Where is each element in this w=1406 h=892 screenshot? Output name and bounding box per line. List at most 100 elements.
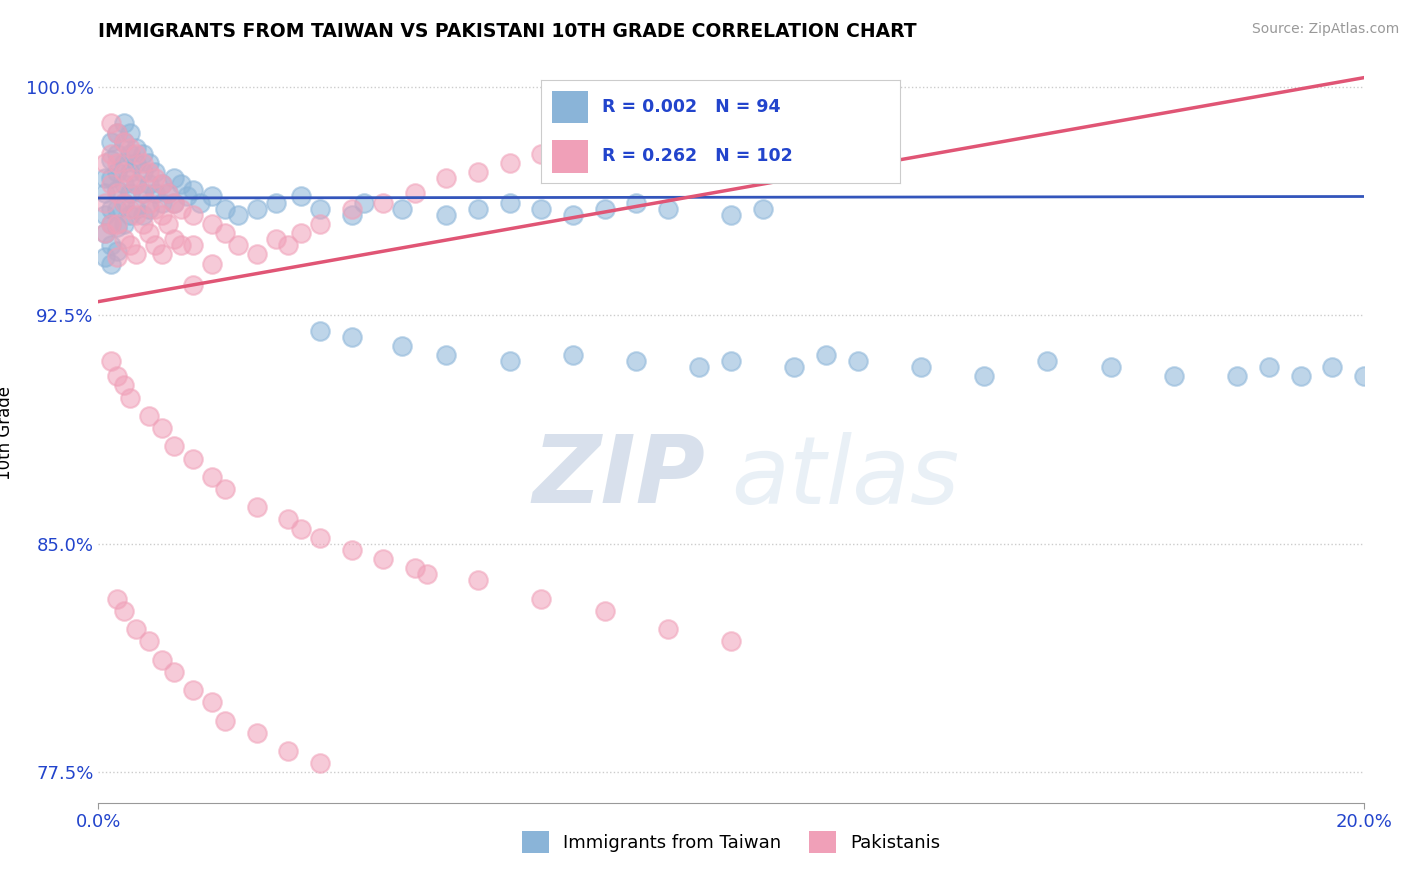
Point <box>120 202 141 216</box>
Point <box>226 208 249 222</box>
Point <box>157 186 180 201</box>
Point <box>107 146 129 161</box>
Point <box>277 512 299 526</box>
Point <box>125 208 148 222</box>
Point <box>214 226 236 240</box>
Point <box>93 156 117 170</box>
Point <box>201 256 224 270</box>
Point <box>720 208 742 222</box>
Point <box>371 195 394 210</box>
Point <box>120 126 141 140</box>
Point <box>100 178 122 192</box>
Text: atlas: atlas <box>731 432 959 523</box>
Point <box>138 409 160 423</box>
Point <box>138 202 160 216</box>
Point <box>340 329 363 343</box>
Point <box>910 360 932 375</box>
Point <box>120 146 141 161</box>
Point <box>138 178 160 192</box>
Point <box>93 226 117 240</box>
Bar <box>553 91 588 123</box>
Point <box>163 171 186 186</box>
Point <box>1163 369 1185 384</box>
Point <box>246 247 269 261</box>
Point <box>183 183 205 197</box>
Point <box>150 208 173 222</box>
Point <box>561 208 585 222</box>
Point <box>391 339 413 353</box>
Point <box>107 219 129 234</box>
Point <box>132 208 155 222</box>
Point <box>214 202 236 216</box>
Point <box>120 391 141 405</box>
Point <box>100 202 122 216</box>
Point <box>107 244 129 259</box>
Point <box>125 178 148 192</box>
Point <box>530 146 553 161</box>
Point <box>120 208 141 222</box>
Point <box>112 195 135 210</box>
Point <box>132 186 155 201</box>
Point <box>226 238 249 252</box>
Point <box>1036 354 1059 368</box>
Point <box>201 217 224 231</box>
Text: R = 0.262   N = 102: R = 0.262 N = 102 <box>602 147 793 165</box>
Point <box>277 744 299 758</box>
Point <box>100 217 122 231</box>
Point <box>814 348 837 362</box>
Point <box>391 202 413 216</box>
Point <box>657 202 679 216</box>
Point <box>751 202 773 216</box>
Point <box>145 171 166 186</box>
Point <box>309 531 332 545</box>
Point <box>290 189 312 203</box>
Point <box>100 153 122 167</box>
Point <box>112 232 135 246</box>
Point <box>183 238 205 252</box>
Point <box>150 195 173 210</box>
Point <box>183 277 205 292</box>
Point <box>138 156 160 170</box>
Point <box>120 165 141 179</box>
Point <box>188 195 211 210</box>
Point <box>201 189 224 203</box>
Text: Source: ZipAtlas.com: Source: ZipAtlas.com <box>1251 22 1399 37</box>
Point <box>309 202 332 216</box>
Point <box>340 208 363 222</box>
Point <box>112 156 135 170</box>
Point <box>720 95 742 109</box>
Point <box>973 369 995 384</box>
Point <box>93 226 117 240</box>
Point <box>125 622 148 636</box>
Point <box>145 165 166 179</box>
Point <box>93 208 117 222</box>
Point <box>100 171 122 186</box>
Text: R = 0.002   N = 94: R = 0.002 N = 94 <box>602 98 780 116</box>
Point <box>100 135 122 149</box>
Point <box>561 135 585 149</box>
Point <box>163 232 186 246</box>
Point <box>93 195 117 210</box>
Point <box>688 104 710 119</box>
Point <box>138 634 160 648</box>
Point <box>150 421 173 435</box>
Point <box>107 369 129 384</box>
Point <box>783 360 806 375</box>
Point <box>100 354 122 368</box>
Point <box>112 217 135 231</box>
Point <box>846 354 869 368</box>
Point <box>138 226 160 240</box>
Point <box>1353 369 1375 384</box>
Point <box>264 232 287 246</box>
Point <box>132 156 155 170</box>
Point <box>157 217 180 231</box>
Point <box>593 126 616 140</box>
Bar <box>553 140 588 173</box>
Point <box>100 238 122 252</box>
Point <box>107 217 129 231</box>
Point <box>145 238 166 252</box>
Point <box>100 146 122 161</box>
Point <box>125 202 148 216</box>
Point <box>720 634 742 648</box>
Point <box>125 247 148 261</box>
